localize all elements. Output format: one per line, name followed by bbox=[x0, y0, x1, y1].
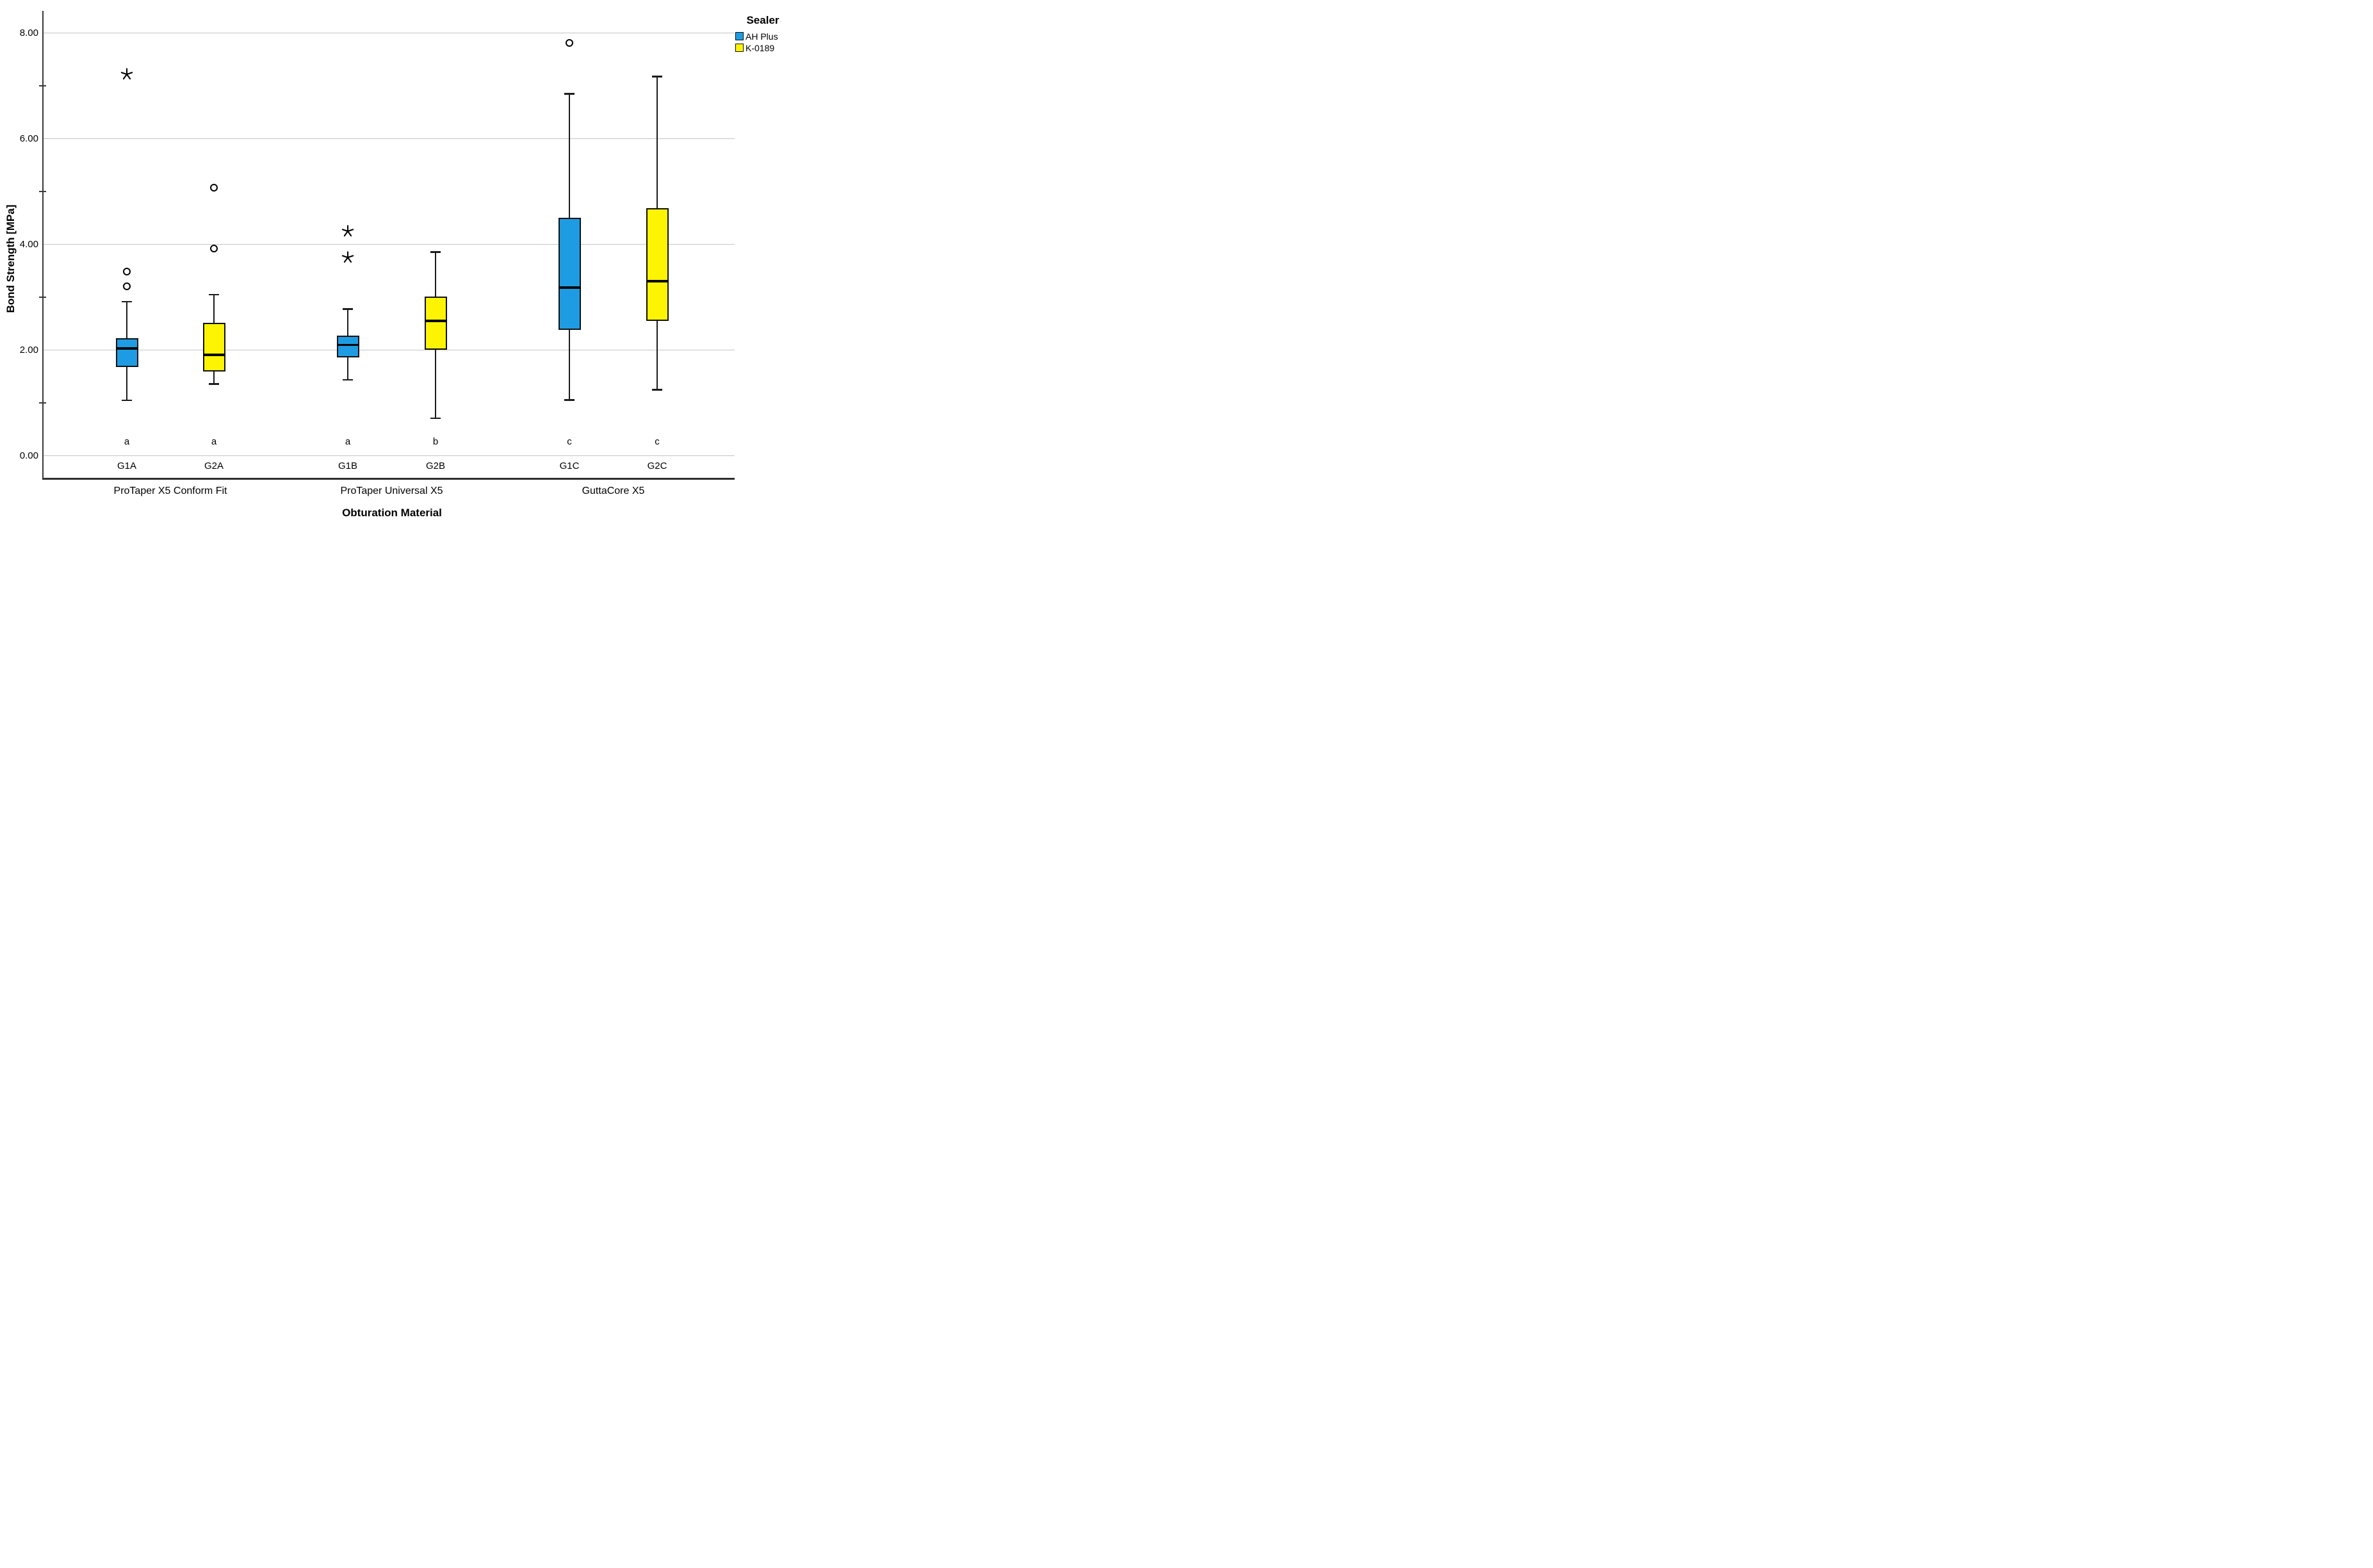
whisker-cap-bottom bbox=[122, 399, 132, 402]
legend-entry-label: K-0189 bbox=[746, 42, 775, 53]
group-label: ProTaper X5 Conform Fit bbox=[113, 486, 227, 496]
y-tick-label: 4.00 bbox=[19, 238, 38, 250]
significance-letter: b bbox=[432, 436, 439, 447]
outlier-circle-marker bbox=[210, 245, 218, 253]
boxplot-chart: Bond Strength [MPa] 0.00 2.00 4.00 6.00 8.00… bbox=[0, 0, 791, 523]
significance-letter: c bbox=[655, 436, 660, 447]
category-label-G1B: G1B bbox=[338, 461, 357, 471]
group-label: ProTaper Universal X5 bbox=[340, 486, 443, 496]
box-G1C bbox=[558, 218, 581, 331]
legend: Sealer AH Plus K-0189 bbox=[735, 14, 790, 54]
y-axis-line bbox=[42, 11, 44, 479]
legend-entry: K-0189 bbox=[735, 42, 790, 53]
x-axis-line bbox=[42, 478, 735, 480]
median-line bbox=[336, 343, 359, 347]
group-label: GuttaCore X5 bbox=[582, 486, 645, 496]
significance-letter: a bbox=[211, 436, 217, 447]
legend-entry: AH Plus bbox=[735, 31, 790, 42]
whisker-cap-top bbox=[122, 300, 132, 303]
extreme-outlier-star-icon bbox=[341, 251, 354, 264]
legend-swatch-icon bbox=[735, 44, 744, 52]
y-tick-label: 2.00 bbox=[19, 344, 38, 355]
outlier-circle-marker bbox=[123, 267, 131, 275]
significance-letter: c bbox=[567, 436, 572, 447]
box-G1B bbox=[336, 336, 359, 358]
y-gridline bbox=[42, 138, 735, 140]
y-axis-title: Bond Strength [MPa] bbox=[4, 204, 17, 313]
box-G2C bbox=[646, 208, 669, 322]
box-G1A bbox=[115, 338, 138, 368]
significance-letter: a bbox=[124, 436, 130, 447]
category-label-G1C: G1C bbox=[559, 461, 580, 471]
y-tick-label: 6.00 bbox=[19, 133, 38, 144]
category-label-G2B: G2B bbox=[425, 461, 445, 471]
median-line bbox=[115, 347, 138, 350]
median-line bbox=[202, 354, 225, 357]
whisker-cap-bottom bbox=[652, 389, 662, 391]
median-line bbox=[424, 320, 447, 323]
whisker-cap-top bbox=[652, 76, 662, 78]
whisker-cap-top bbox=[209, 293, 219, 296]
y-gridline bbox=[42, 455, 735, 457]
x-axis-title: Obturation Material bbox=[342, 507, 442, 519]
y-tick-label: 8.00 bbox=[19, 27, 38, 38]
box-G2B bbox=[424, 297, 447, 350]
legend-entries: AH Plus K-0189 bbox=[735, 31, 790, 53]
whisker-cap-top bbox=[343, 308, 353, 310]
category-label-G2A: G2A bbox=[204, 461, 224, 471]
outlier-circle-marker bbox=[566, 39, 573, 47]
legend-title: Sealer bbox=[746, 14, 779, 26]
whisker-cap-top bbox=[430, 250, 441, 253]
whisker-cap-bottom bbox=[430, 417, 441, 420]
extreme-outlier-star-icon bbox=[341, 225, 354, 238]
outlier-circle-marker bbox=[123, 282, 131, 290]
category-label-G2C: G2C bbox=[647, 461, 667, 471]
category-label-G1A: G1A bbox=[117, 461, 136, 471]
median-line bbox=[646, 279, 669, 282]
whisker-cap-top bbox=[564, 93, 575, 95]
whisker-cap-bottom bbox=[343, 379, 353, 381]
box-G2A bbox=[202, 322, 225, 372]
extreme-outlier-star-icon bbox=[120, 68, 133, 81]
significance-letter: a bbox=[345, 436, 351, 447]
whisker-cap-bottom bbox=[209, 383, 219, 385]
y-gridline bbox=[42, 244, 735, 245]
outlier-circle-marker bbox=[210, 184, 218, 192]
legend-entry-label: AH Plus bbox=[746, 31, 778, 42]
whisker-cap-bottom bbox=[564, 398, 575, 401]
median-line bbox=[558, 286, 581, 290]
legend-swatch-icon bbox=[735, 32, 744, 40]
y-tick-label: 0.00 bbox=[19, 450, 38, 461]
